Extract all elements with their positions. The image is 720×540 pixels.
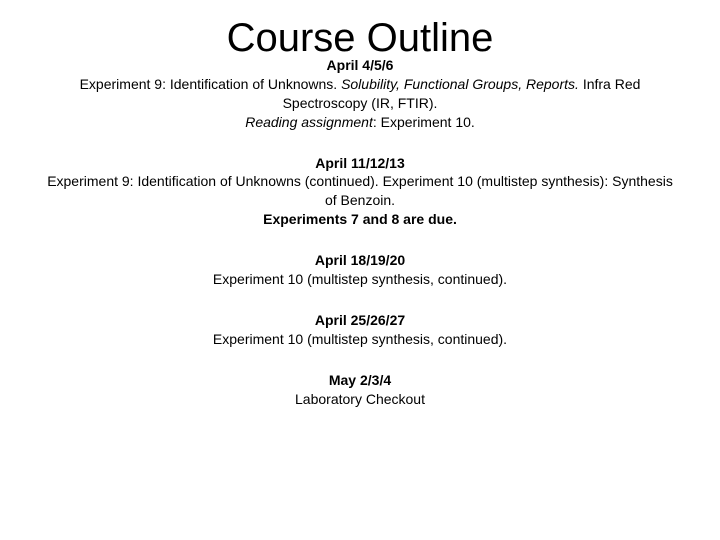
schedule-line: Laboratory Checkout	[40, 390, 680, 409]
schedule-line: Experiment 10 (multistep synthesis, cont…	[40, 330, 680, 349]
schedule-block: April 25/26/27Experiment 10 (multistep s…	[0, 311, 720, 349]
schedule-block: April 11/12/13Experiment 9: Identificati…	[0, 154, 720, 230]
schedule-date: May 2/3/4	[40, 371, 680, 390]
text-segment: Experiment 9: Identification of Unknowns…	[80, 76, 341, 92]
text-segment: Experiment 10 (multistep synthesis, cont…	[213, 331, 507, 347]
schedule-block: April 4/5/6Experiment 9: Identification …	[0, 56, 720, 132]
page-title: Course Outline	[0, 0, 720, 58]
schedule-date: April 18/19/20	[40, 251, 680, 270]
text-segment: Experiments 7 and 8 are due.	[263, 211, 457, 227]
slide: Course Outline April 4/5/6Experiment 9: …	[0, 0, 720, 540]
text-segment: Experiment 10 (multistep synthesis, cont…	[213, 271, 507, 287]
schedule-container: April 4/5/6Experiment 9: Identification …	[0, 56, 720, 408]
schedule-block: April 18/19/20Experiment 10 (multistep s…	[0, 251, 720, 289]
text-segment: Solubility, Functional Groups, Reports.	[341, 76, 583, 92]
text-segment: Laboratory Checkout	[295, 391, 425, 407]
text-segment: Experiment 9: Identification of Unknowns…	[47, 173, 673, 208]
schedule-line: Experiment 9: Identification of Unknowns…	[40, 75, 680, 113]
schedule-line: Reading assignment: Experiment 10.	[40, 113, 680, 132]
schedule-line: Experiment 9: Identification of Unknowns…	[40, 172, 680, 210]
schedule-date: April 4/5/6	[40, 56, 680, 75]
schedule-line: Experiments 7 and 8 are due.	[40, 210, 680, 229]
text-segment: : Experiment 10.	[373, 114, 475, 130]
schedule-line: Experiment 10 (multistep synthesis, cont…	[40, 270, 680, 289]
text-segment: Reading assignment	[245, 114, 373, 130]
schedule-block: May 2/3/4Laboratory Checkout	[0, 371, 720, 409]
schedule-date: April 11/12/13	[40, 154, 680, 173]
schedule-date: April 25/26/27	[40, 311, 680, 330]
